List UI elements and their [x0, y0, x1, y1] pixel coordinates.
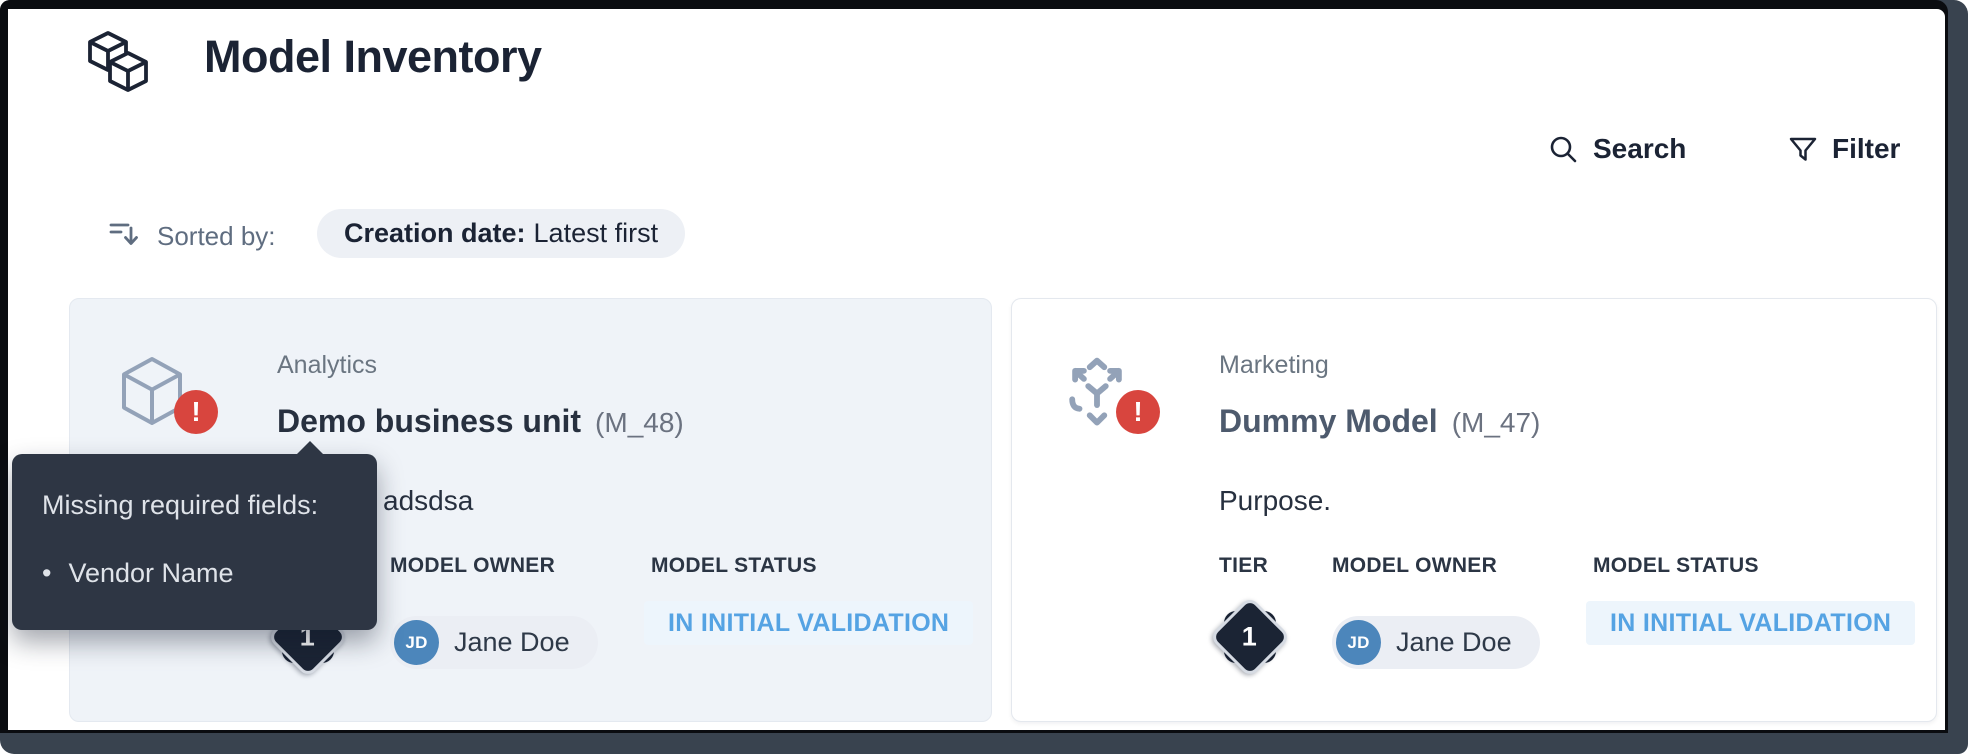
- card-category: Analytics: [277, 351, 378, 379]
- tooltip-title: Missing required fields:: [42, 490, 319, 520]
- owner-name: Jane Doe: [454, 627, 570, 657]
- page-title: Model Inventory: [204, 31, 542, 82]
- tier-badge-diamond: 1: [1208, 595, 1292, 679]
- cube-model-icon: [120, 355, 190, 429]
- sorted-by-label: Sorted by:: [157, 221, 276, 251]
- warning-icon[interactable]: !: [174, 390, 218, 434]
- search-icon: [1548, 134, 1579, 165]
- tier-value: 1: [1242, 621, 1258, 652]
- model-card-demo-business-unit[interactable]: ! Analytics Demo business unit (M_48) ads…: [69, 298, 992, 722]
- card-name-row: Dummy Model (M_47): [1219, 403, 1540, 440]
- model-description: adsdsa: [383, 485, 474, 516]
- search-label: Search: [1593, 133, 1687, 164]
- search-button[interactable]: Search: [1548, 133, 1686, 165]
- card-name-row: Demo business unit (M_48): [277, 403, 684, 440]
- status-badge: IN INITIAL VALIDATION: [1586, 601, 1916, 645]
- filter-label: Filter: [1832, 133, 1901, 164]
- model-inventory-page: Model Inventory Search Filter: [8, 9, 1945, 730]
- status-badge: IN INITIAL VALIDATION: [644, 601, 974, 645]
- warning-icon[interactable]: !: [1116, 390, 1160, 434]
- tier-column-header: TIER: [1219, 554, 1269, 577]
- missing-fields-tooltip: Missing required fields: Vendor Name: [12, 441, 377, 630]
- sort-descending-icon: [107, 216, 141, 250]
- filter-button[interactable]: Filter: [1788, 133, 1900, 165]
- model-owner-column-header: MODEL OWNER: [1332, 554, 1498, 577]
- model-description: Purpose.: [1219, 485, 1332, 516]
- model-status-column-header: MODEL STATUS: [651, 554, 817, 577]
- card-category: Marketing: [1219, 351, 1329, 379]
- model-owner-column-header: MODEL OWNER: [390, 554, 556, 577]
- model-status-column-header: MODEL STATUS: [1593, 554, 1759, 577]
- avatar: JD: [1336, 620, 1381, 665]
- avatar: JD: [394, 620, 439, 665]
- sort-order: Latest first: [533, 218, 659, 248]
- model-name: Demo business unit: [277, 403, 582, 439]
- filter-icon: [1788, 134, 1818, 165]
- cubes-icon: [84, 29, 168, 99]
- model-owner-chip: JD Jane Doe: [1332, 616, 1540, 669]
- sort-selection-pill[interactable]: Creation date: Latest first: [317, 209, 686, 258]
- model-code: (M_47): [1451, 407, 1541, 438]
- model-name: Dummy Model: [1219, 403, 1438, 439]
- sort-field: Creation date:: [344, 218, 526, 248]
- tooltip-list-item: Vendor Name: [42, 558, 233, 589]
- model-owner-chip: JD Jane Doe: [390, 616, 598, 669]
- tier-badge: 1: [1208, 595, 1292, 679]
- owner-name: Jane Doe: [1396, 627, 1512, 657]
- model-card-dummy-model[interactable]: ! Marketing Dummy Model (M_47) Purpose. T…: [1011, 298, 1937, 722]
- model-code: (M_48): [595, 407, 684, 438]
- spread-model-icon: [1062, 355, 1132, 429]
